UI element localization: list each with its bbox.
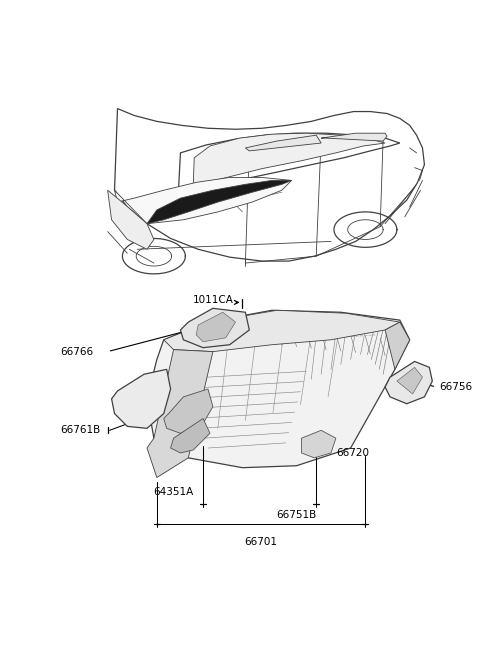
Polygon shape — [115, 109, 424, 261]
Polygon shape — [179, 133, 400, 190]
Polygon shape — [321, 133, 387, 141]
Polygon shape — [301, 430, 336, 458]
Polygon shape — [147, 310, 410, 468]
Polygon shape — [115, 178, 292, 224]
Text: 66720: 66720 — [336, 448, 369, 458]
Text: 66756: 66756 — [439, 382, 472, 392]
Polygon shape — [193, 133, 385, 185]
Polygon shape — [196, 312, 236, 342]
Text: 66751B: 66751B — [276, 510, 317, 520]
Polygon shape — [245, 135, 321, 151]
Text: 64351A: 64351A — [154, 487, 194, 497]
Polygon shape — [111, 369, 170, 428]
Polygon shape — [170, 419, 210, 453]
Polygon shape — [147, 180, 292, 224]
Polygon shape — [164, 389, 213, 433]
Polygon shape — [147, 350, 213, 477]
Polygon shape — [180, 309, 249, 348]
Text: 66766: 66766 — [60, 346, 94, 356]
Polygon shape — [108, 190, 154, 250]
Polygon shape — [397, 367, 422, 394]
Text: 1011CA: 1011CA — [193, 295, 234, 305]
Text: 66701: 66701 — [245, 536, 277, 546]
Text: 66761B: 66761B — [60, 425, 101, 436]
Polygon shape — [385, 362, 432, 403]
Polygon shape — [385, 322, 410, 369]
Polygon shape — [164, 310, 400, 352]
